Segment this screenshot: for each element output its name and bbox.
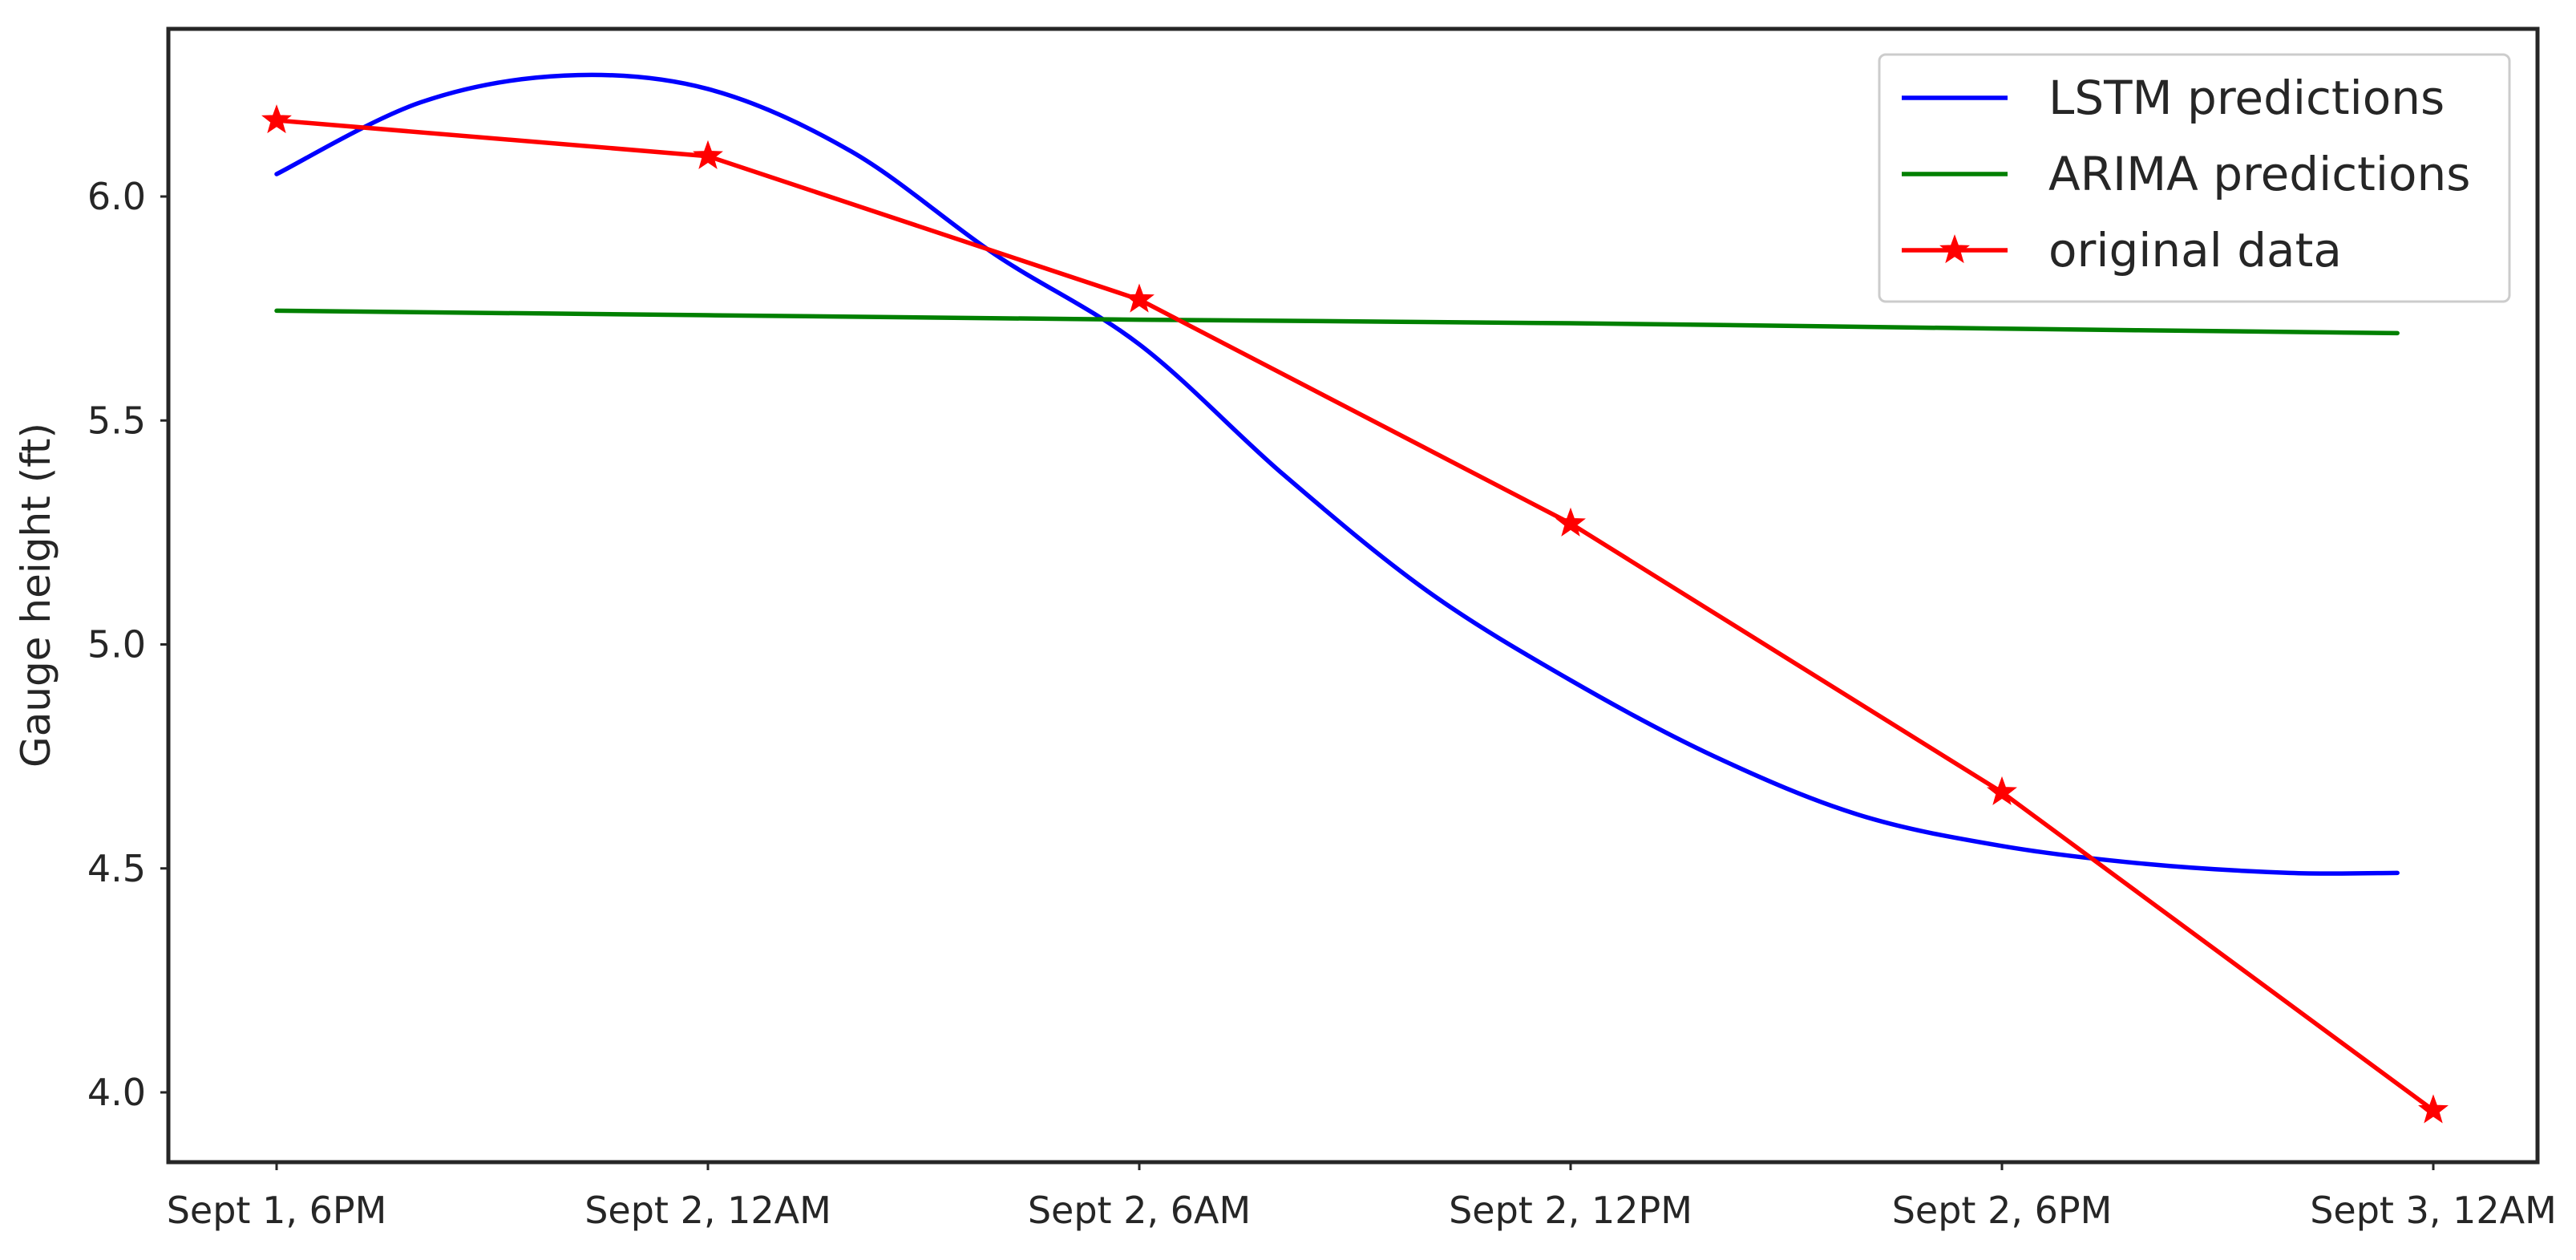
y-tick-label: 6.0: [87, 175, 146, 218]
data-point-original-data: [261, 104, 292, 134]
x-tick-label: Sept 3, 12AM: [2310, 1189, 2557, 1232]
x-tick-label: Sept 1, 6PM: [167, 1189, 387, 1232]
legend-label-lstm-predictions: LSTM predictions: [2048, 71, 2445, 125]
legend-marker-original-data: [1939, 234, 1970, 264]
legend-box: [1878, 53, 2511, 303]
y-tick-label: 4.5: [87, 847, 146, 890]
legend-label-arima-predictions: ARIMA predictions: [2048, 147, 2470, 201]
series-layer: [261, 72, 2449, 1124]
y-tick-label: 4.0: [87, 1071, 146, 1114]
x-axis-ticks: Sept 1, 6PM Sept 2, 12AM Sept 2, 6AM Sept 2…: [167, 1162, 2557, 1232]
data-point-original-data: [1987, 776, 2017, 805]
series-line-arima-predictions: [274, 308, 2400, 336]
legend-label-original-data: original data: [2048, 223, 2342, 278]
y-tick-label: 5.0: [87, 623, 146, 666]
data-point-original-data: [2418, 1094, 2449, 1124]
data-point-original-data: [1555, 507, 1586, 537]
data-point-original-data: [1124, 283, 1155, 313]
y-axis-ticks: 4.0 4.5 5.0 5.5 6.0: [87, 175, 168, 1114]
x-tick-label: Sept 2, 12PM: [1449, 1189, 1692, 1232]
series-line-lstm-predictions: [274, 72, 2400, 876]
data-point-original-data: [693, 140, 723, 169]
y-tick-label: 5.5: [87, 399, 146, 442]
plot-frame: [166, 26, 2540, 1165]
y-axis-label: Gauge height (ft): [13, 423, 59, 768]
series-line-original-data: [274, 118, 2436, 1113]
x-tick-label: Sept 2, 6AM: [1028, 1189, 1251, 1232]
x-tick-label: Sept 2, 12AM: [584, 1189, 831, 1232]
x-tick-label: Sept 2, 6PM: [1892, 1189, 2113, 1232]
legend: LSTM predictions ARIMA predictions origina…: [1878, 53, 2511, 303]
